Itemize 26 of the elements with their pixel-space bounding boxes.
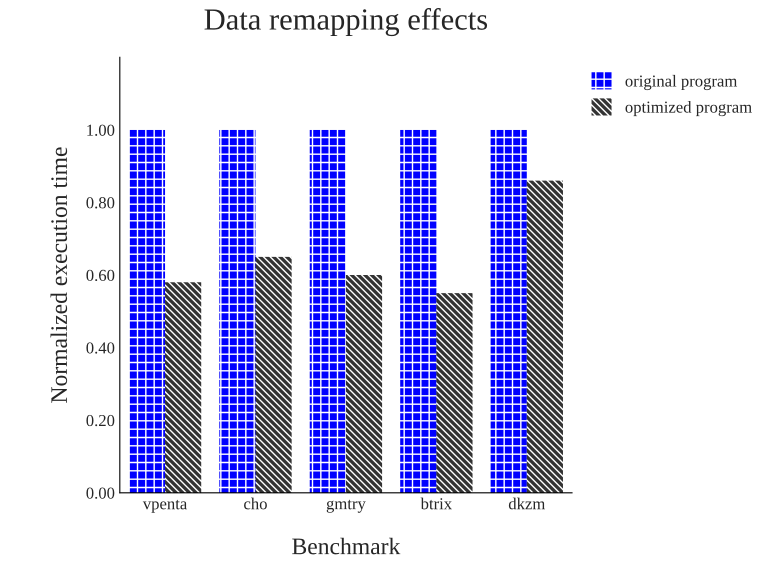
y-tick-label: 0.80 bbox=[86, 197, 114, 208]
y-tick-label: 0.40 bbox=[86, 342, 114, 354]
x-tick-label: dkzm bbox=[508, 498, 546, 510]
x-tick-label: gmtry bbox=[326, 500, 366, 513]
bar bbox=[219, 130, 256, 493]
x-tick-label: vpenta bbox=[142, 500, 188, 513]
legend-label: original program bbox=[626, 74, 738, 90]
bar bbox=[526, 180, 563, 493]
bar bbox=[165, 282, 202, 493]
y-tick-label: 0.00 bbox=[86, 487, 114, 499]
bar bbox=[436, 293, 473, 493]
bar bbox=[490, 130, 527, 493]
x-axis-title: Benchmark bbox=[292, 538, 400, 554]
bar bbox=[346, 275, 382, 493]
bar bbox=[255, 256, 292, 493]
x-tick-label: btrix bbox=[420, 498, 452, 510]
legend-label: optimized program bbox=[626, 101, 752, 116]
y-tick-label: 0.20 bbox=[86, 414, 114, 426]
bar bbox=[400, 130, 436, 493]
chart-title: Data remapping effects bbox=[204, 8, 488, 36]
bar bbox=[128, 130, 166, 493]
y-tick-label: 1.00 bbox=[87, 124, 114, 136]
y-tick-label: 0.60 bbox=[86, 270, 114, 282]
x-tick-label: cho bbox=[244, 498, 267, 510]
y-axis-title: Normalized execution time bbox=[50, 147, 68, 403]
bar bbox=[310, 130, 346, 493]
